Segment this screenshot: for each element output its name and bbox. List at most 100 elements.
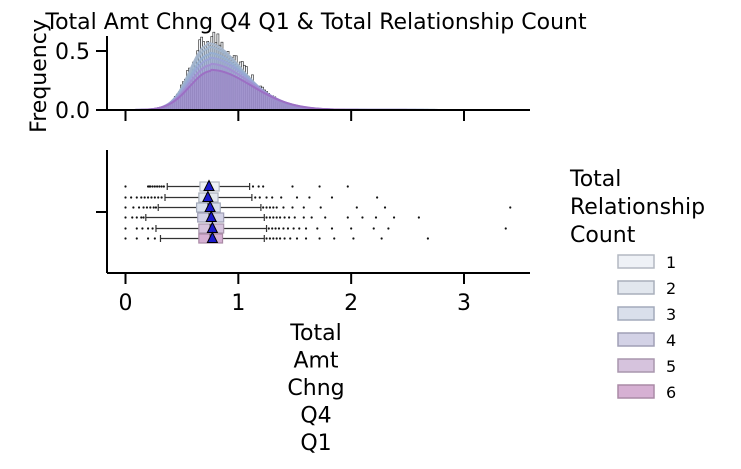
outlier-point [124, 227, 127, 230]
outlier-point [149, 185, 152, 188]
legend-swatch-6 [617, 384, 655, 399]
outlier-point [302, 206, 305, 209]
outlier-point [274, 227, 277, 230]
outlier-point [383, 206, 387, 209]
outlier-point [272, 237, 275, 240]
outlier-point [145, 206, 149, 209]
outlier-point [271, 196, 274, 199]
outlier-point [153, 185, 156, 188]
outlier-point [387, 227, 390, 230]
outlier-point [352, 237, 355, 240]
legend-label-6: 6 [666, 383, 676, 402]
bottom-x-tick-label: 2 [344, 291, 358, 316]
outlier-point [143, 196, 146, 199]
outlier-point [146, 227, 150, 230]
outlier-point [330, 227, 334, 230]
outlier-point [282, 206, 285, 209]
legend-title: Total Relationship Count [569, 167, 705, 248]
outlier-point [142, 216, 145, 219]
legend-label-4: 4 [666, 331, 676, 350]
outlier-point [275, 206, 278, 209]
legend-swatch-1 [617, 254, 655, 269]
boxplot-panel: 0 1 2 3 Total Amt Chng Q4 Q1 [96, 150, 530, 456]
outlier-point [295, 237, 299, 240]
boxplot-3 [124, 200, 512, 213]
legend-label-2: 2 [666, 279, 676, 298]
mean-marker [205, 210, 218, 222]
outlier-point [142, 206, 145, 209]
outlier-point [318, 237, 321, 240]
outlier-point [152, 206, 155, 209]
outlier-point [146, 196, 150, 199]
outlier-point [154, 206, 158, 209]
outlier-point [392, 216, 396, 219]
outlier-point [268, 216, 272, 219]
outlier-point [283, 237, 286, 240]
outlier-point [275, 216, 278, 219]
top-y-tick-label: 0.5 [55, 40, 90, 65]
legend-label-1: 1 [666, 253, 676, 272]
outlier-point [135, 196, 138, 199]
outlier-point [374, 216, 378, 219]
outlier-point [140, 196, 143, 199]
outlier-point [155, 185, 159, 188]
legend-title-line: Total [569, 167, 621, 192]
outlier-point [286, 227, 290, 230]
outlier-point [346, 216, 349, 219]
outlier-point [160, 185, 163, 188]
x-axis-label-line: Amt [293, 349, 338, 374]
outlier-point [318, 185, 321, 188]
outlier-point [361, 216, 364, 219]
outlier-point [308, 196, 311, 199]
outlier-point [149, 206, 152, 209]
outlier-point [289, 237, 292, 240]
outlier-point [124, 185, 127, 188]
top-y-axis-label: Frequency [27, 19, 52, 133]
x-axis-label-line: Total [289, 321, 341, 346]
boxplot-6 [124, 231, 429, 244]
outlier-point [124, 237, 127, 240]
outlier-point [130, 196, 133, 199]
outlier-point [330, 196, 334, 199]
outlier-point [135, 216, 138, 219]
outlier-point [162, 185, 165, 188]
outlier-point [302, 216, 305, 219]
outlier-point [265, 216, 268, 219]
outlier-point [278, 237, 282, 240]
legend-swatch-5 [617, 358, 655, 373]
x-axis-label-line: Q1 [300, 431, 331, 456]
outlier-point [509, 206, 512, 209]
outlier-point [350, 227, 353, 230]
outlier-point [267, 227, 270, 230]
outlier-point [153, 196, 156, 199]
outlier-point [158, 185, 161, 188]
boxplot-4 [124, 210, 420, 223]
outlier-point [135, 237, 138, 240]
outlier-point [275, 237, 278, 240]
outlier-point [298, 227, 301, 230]
bottom-x-ticks: 0 1 2 3 [119, 273, 471, 316]
histogram-panel: 0.0 0.5 Frequency [27, 19, 530, 133]
density-curves [124, 42, 513, 111]
outlier-point [157, 196, 160, 199]
outlier-point [124, 216, 127, 219]
bottom-x-tick-label: 0 [119, 291, 133, 316]
outlier-point [258, 196, 261, 199]
outlier-point [153, 237, 156, 240]
boxplot-1 [124, 179, 349, 192]
legend-label-3: 3 [666, 305, 676, 324]
outlier-point [257, 185, 260, 188]
legend-swatch-3 [617, 306, 655, 321]
outlier-point [295, 196, 299, 199]
boxplots [124, 179, 512, 244]
legend-label-5: 5 [666, 357, 676, 376]
outlier-point [310, 216, 313, 219]
outlier-point [140, 216, 143, 219]
outlier-point [504, 227, 507, 230]
outlier-point [304, 237, 308, 240]
x-axis-label-line: Q4 [300, 404, 331, 429]
outlier-point [271, 227, 274, 230]
outlier-point [151, 185, 154, 188]
outlier-point [151, 227, 154, 230]
mean-marker [204, 200, 216, 212]
